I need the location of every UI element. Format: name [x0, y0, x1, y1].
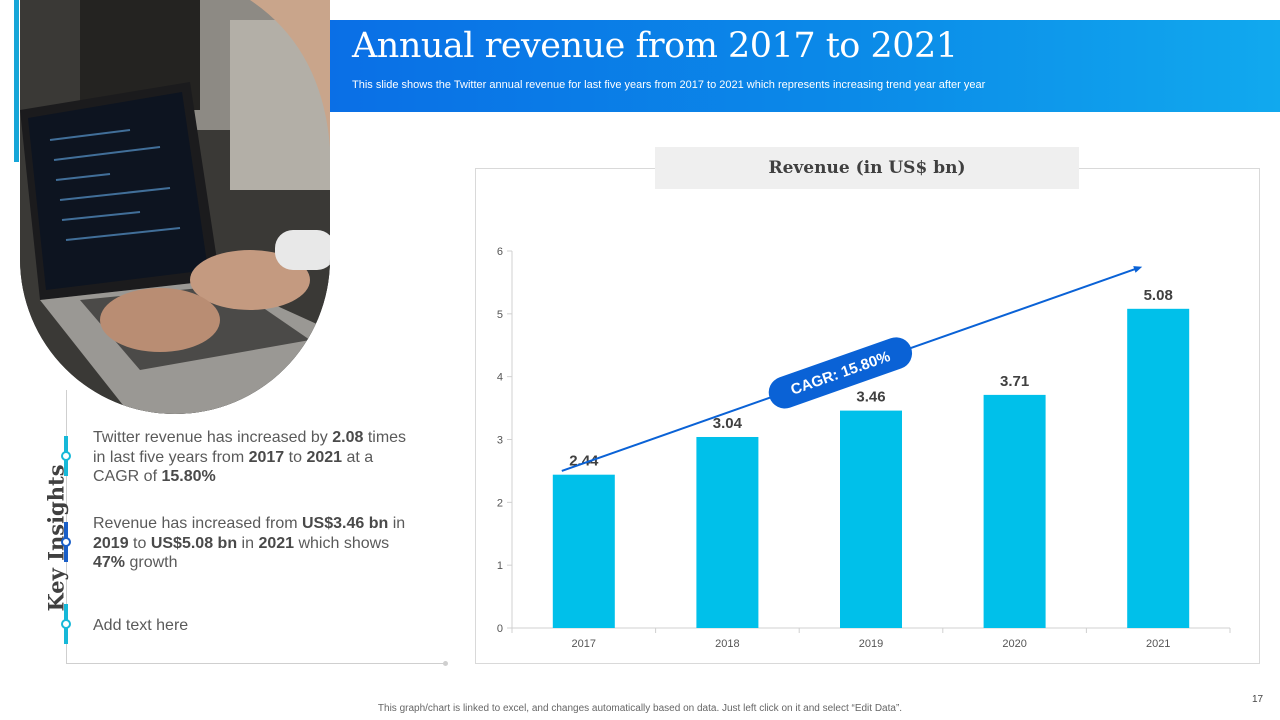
insight-dot-2 [61, 537, 71, 547]
chart-title: Revenue (in US$ bn) [655, 147, 1079, 189]
y-tick-label: 2 [497, 497, 503, 509]
y-tick-label: 4 [497, 372, 503, 384]
y-tick-label: 3 [497, 435, 503, 447]
bar-2021 [1127, 308, 1190, 628]
laptop-photo-illustration [20, 0, 330, 414]
y-tick-label: 5 [497, 309, 503, 321]
bar-2020 [983, 394, 1046, 628]
x-tick-label: 2021 [1146, 638, 1170, 650]
insight-text-3[interactable]: Add text here [93, 617, 189, 634]
page-subtitle: This slide shows the Twitter annual reve… [352, 79, 986, 91]
x-tick-label: 2020 [1002, 638, 1026, 650]
insight-text-1: Twitter revenue has increased by 2.08 ti… [93, 429, 407, 485]
laptop-photo [20, 0, 330, 414]
data-label-2020: 3.71 [1000, 373, 1029, 390]
header-banner: Annual revenue from 2017 to 2021 This sl… [330, 20, 1280, 112]
insight-dot-1 [61, 451, 71, 461]
y-tick-label: 6 [497, 246, 503, 258]
data-label-2019: 3.46 [856, 389, 885, 406]
insights-frame-end-dot [443, 661, 448, 666]
page-number: 17 [1252, 694, 1264, 705]
footer-note: This graph/chart is linked to excel, and… [377, 703, 903, 714]
bar-2019 [840, 410, 902, 628]
accent-bar [14, 0, 19, 162]
cagr-badge: CAGR: 15.80% [768, 337, 913, 409]
cagr-arrow-head [1133, 266, 1143, 273]
page-title: Annual revenue from 2017 to 2021 [352, 26, 958, 66]
cagr-badge-pill [768, 337, 913, 409]
insight-dot-3 [61, 619, 71, 629]
x-tick-label: 2019 [859, 638, 883, 650]
y-tick-label: 1 [497, 560, 503, 572]
x-tick-label: 2018 [715, 638, 739, 650]
insights-frame-baseline [66, 663, 446, 664]
y-tick-label: 0 [497, 623, 503, 635]
data-label-2021: 5.08 [1144, 287, 1173, 304]
x-tick-label: 2017 [572, 638, 596, 650]
bar-2017 [552, 474, 615, 628]
insight-text-2: Revenue has increased from US$3.46 bn in… [93, 515, 406, 571]
bar-2018 [696, 436, 759, 628]
data-label-2018: 3.04 [713, 415, 743, 432]
